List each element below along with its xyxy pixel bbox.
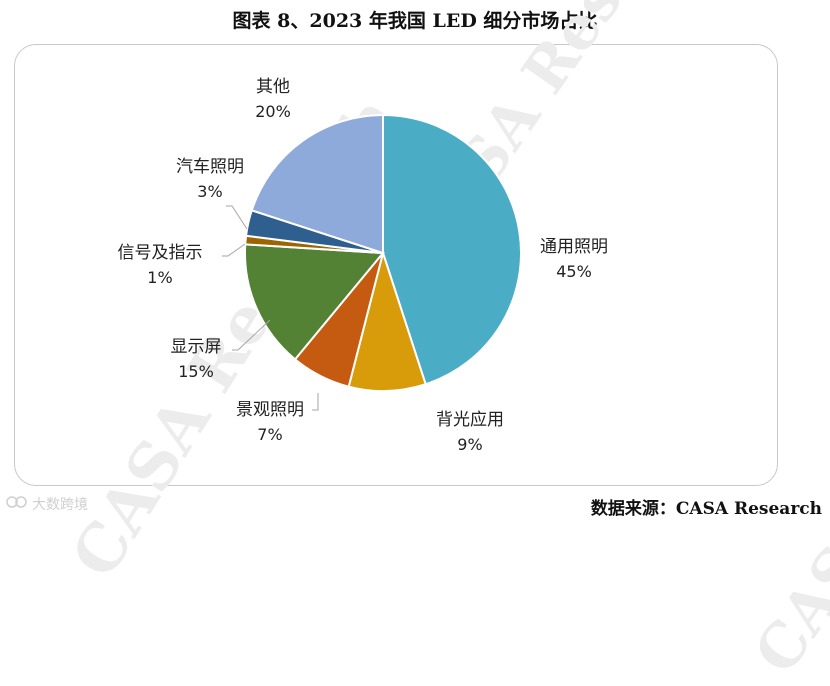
pie-slice (243, 243, 386, 361)
slice-percent-label: 20% (255, 102, 291, 121)
leader-line (312, 393, 319, 411)
leader-lines (222, 205, 319, 411)
slice-percent-label: 15% (178, 362, 214, 381)
slice-percent-label: 45% (556, 262, 592, 281)
brand-icon (6, 495, 28, 513)
slice-percent-label: 9% (457, 435, 482, 454)
leader-line (222, 243, 246, 257)
slice-label: 背光应用 (436, 410, 504, 430)
pie-slice (250, 113, 384, 255)
slice-label: 显示屏 (171, 337, 222, 357)
slice-percent-label: 7% (257, 425, 282, 444)
chart-title: 图表 8、2023 年我国 LED 细分市场占比 (232, 10, 598, 32)
slice-percent-label: 3% (197, 182, 222, 201)
slice-percent-label: 1% (147, 268, 172, 287)
leader-line (232, 319, 271, 351)
slice-label: 通用照明 (540, 237, 608, 257)
slice-label: 汽车照明 (176, 157, 244, 177)
pie-chart: 通用照明 45% 背光应用 9% 景观照明 7% 显示屏 15% 信号及指示 1% 汽车照明 3% 其他… (118, 77, 609, 454)
slice-label: 其他 (256, 77, 290, 97)
slice-label: 景观照明 (236, 400, 304, 420)
slice-label: 信号及指示 (118, 243, 203, 263)
brand-mark: 大数跨境 (6, 494, 88, 514)
brand-text: 大数跨境 (32, 497, 88, 513)
data-source: 数据来源：CASA Research (590, 499, 822, 519)
pie-slices (243, 113, 522, 392)
slice-labels: 通用照明 45% 背光应用 9% 景观照明 7% 显示屏 15% 信号及指示 1% 汽车照明 3% 其他… (118, 77, 609, 454)
leader-line (226, 205, 248, 230)
pie-slice (382, 113, 522, 386)
